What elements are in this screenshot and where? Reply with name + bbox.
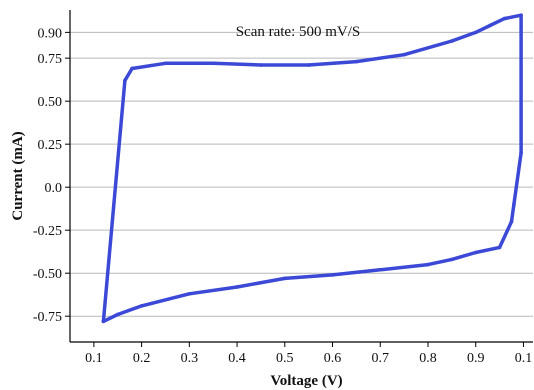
gridlines: [70, 31, 533, 317]
series-point: [473, 250, 478, 255]
x-tick-label: 0.2: [133, 351, 151, 366]
y-axis-title: Current (mA): [10, 131, 26, 220]
series-point: [187, 292, 192, 296]
x-tick-label: 0.5: [276, 351, 294, 366]
series-point: [402, 52, 406, 57]
x-tick-label: 0.9: [467, 351, 485, 366]
cv-series-line: [101, 13, 523, 324]
x-tick-label: 0.7: [372, 351, 390, 366]
x-tick-label: 0.8: [419, 351, 437, 366]
y-tick-label: 0.50: [38, 95, 63, 110]
series-point: [354, 59, 359, 64]
y-tick-label: 0.0: [45, 181, 63, 196]
series-point: [514, 185, 519, 189]
series-point: [519, 13, 523, 17]
series-point: [235, 285, 239, 289]
series-point: [488, 23, 492, 28]
x-tick-label: 0.3: [181, 351, 199, 366]
x-tick-label: 0.6: [324, 351, 342, 366]
series-point: [450, 39, 454, 43]
series-point: [130, 66, 134, 71]
x-tick-label: 0.1: [515, 351, 533, 366]
y-tick-label: -0.75: [33, 310, 62, 325]
series-point: [115, 312, 120, 317]
axes: [65, 10, 533, 347]
series-point: [163, 61, 168, 66]
x-axis-title: Voltage (V): [270, 373, 342, 389]
series-point: [497, 245, 502, 250]
y-tick-label: 0.25: [38, 138, 63, 153]
y-tick-label: -0.25: [33, 224, 62, 239]
series-point: [512, 202, 516, 207]
scan-rate-annotation: Scan rate: 500 mV/S: [236, 24, 361, 40]
series-point: [502, 16, 507, 21]
tick-labels: 0.90 0.75 0.50 0.25 0.0 -0.25 -0.50 -0.75 0.1 0.2…: [33, 26, 532, 366]
series-point: [509, 219, 514, 224]
x-tick-label: 0.4: [228, 351, 246, 366]
series-point: [426, 262, 430, 267]
y-tick-label: 0.75: [38, 52, 63, 67]
series-point: [123, 78, 127, 83]
series-point: [306, 63, 311, 67]
x-tick-label: 0.1: [85, 351, 103, 366]
series-point: [519, 150, 523, 155]
series-layer: [101, 13, 523, 324]
series-point: [473, 30, 478, 35]
series-point: [101, 319, 106, 324]
series-point: [330, 273, 335, 277]
series-point: [378, 267, 383, 272]
series-point: [211, 61, 215, 66]
series-point: [139, 304, 144, 308]
y-tick-label: -0.50: [33, 267, 62, 282]
series-point: [450, 257, 454, 262]
series-point: [282, 276, 287, 281]
y-tick-label: 0.90: [38, 26, 63, 41]
series-point: [259, 63, 263, 67]
